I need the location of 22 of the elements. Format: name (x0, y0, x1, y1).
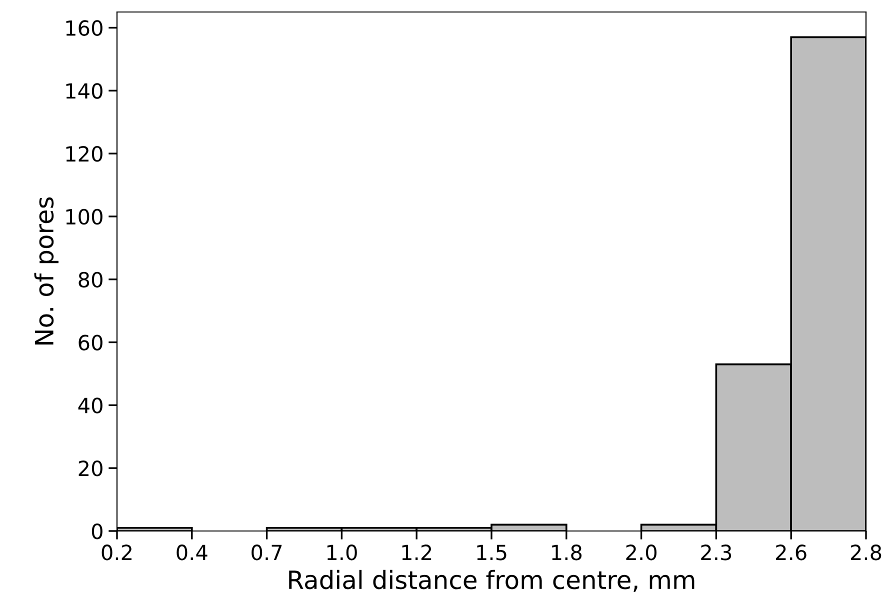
y-tick-label: 140 (66, 83, 102, 99)
x-tick-label: 2.0 (626, 544, 656, 560)
x-tick-label: 1.2 (402, 544, 432, 560)
y-tick-label: 160 (66, 20, 102, 36)
x-tick-label: 0.2 (102, 544, 132, 560)
y-tick-label: 60 (78, 334, 102, 350)
x-tick-label: 1.0 (327, 544, 357, 560)
y-tick-label: 0 (92, 523, 102, 540)
y-tick-label: 20 (78, 460, 102, 476)
y-axis-title: No. of pores (34, 197, 58, 344)
x-axis-title: Radial distance from centre, mm (289, 570, 694, 592)
x-tick-label: 0.4 (176, 544, 208, 560)
y-tick-label: 100 (66, 208, 102, 225)
x-tick-label: 1.8 (552, 544, 582, 560)
y-tick-label: 80 (78, 272, 102, 288)
y-tick-label: 120 (66, 146, 102, 162)
y-tick-label: 40 (78, 398, 102, 414)
x-tick-label: 2.6 (776, 544, 806, 560)
x-tick-label: 2.3 (701, 544, 732, 560)
x-tick-label: 0.7 (252, 544, 282, 560)
x-tick-label: 2.8 (850, 544, 882, 560)
x-tick-label: 1.5 (477, 544, 506, 560)
